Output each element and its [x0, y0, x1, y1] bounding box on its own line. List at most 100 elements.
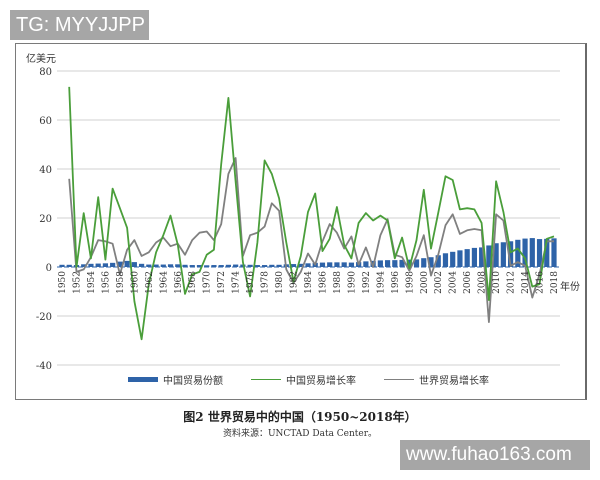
- legend-item-china-share: 中国贸易份额: [128, 372, 223, 387]
- share-bar: [124, 260, 130, 267]
- x-tick-label: 2004: [449, 271, 459, 294]
- x-tick-label: 1950: [58, 271, 68, 294]
- x-tick-label: 1956: [101, 271, 111, 294]
- share-bar: [486, 245, 492, 267]
- share-bar: [95, 263, 101, 267]
- share-bar: [225, 264, 232, 267]
- share-bar: [131, 262, 137, 267]
- share-bar: [341, 262, 347, 267]
- china-growth-line: [68, 86, 555, 341]
- share-bar: [254, 265, 260, 267]
- x-tick-label: 1988: [333, 271, 343, 294]
- x-tick-label: 1980: [275, 271, 285, 294]
- legend-item-world-growth: 世界贸易增长率: [384, 372, 489, 387]
- share-bar: [261, 265, 268, 267]
- share-bar: [435, 255, 441, 267]
- y-tick-label: 80: [39, 67, 52, 78]
- x-tick-label: 1954: [87, 271, 97, 294]
- x-tick-label: 2008: [478, 271, 488, 294]
- share-bar: [384, 260, 391, 267]
- share-bar: [102, 263, 109, 267]
- x-tick-label: 2002: [434, 271, 444, 294]
- share-bar: [515, 239, 521, 267]
- y-tick-label: 40: [39, 165, 52, 176]
- share-bar: [204, 265, 210, 267]
- share-bar: [59, 264, 65, 267]
- x-tick-label: 1984: [304, 271, 314, 294]
- legend-label: 中国贸易增长率: [286, 376, 356, 387]
- legend-label: 世界贸易增长率: [419, 376, 489, 387]
- x-tick-label: 1972: [217, 271, 227, 294]
- share-bar: [406, 259, 412, 267]
- x-tick-label: 1960: [130, 271, 140, 294]
- share-bar: [413, 259, 420, 267]
- share-bar: [110, 262, 116, 267]
- share-bar: [551, 238, 557, 267]
- share-bar: [522, 238, 528, 267]
- share-bar: [269, 264, 275, 267]
- x-tick-label: 2010: [492, 271, 502, 294]
- share-bar: [160, 264, 166, 267]
- watermark-top: TG: MYYJJPP: [10, 10, 149, 40]
- x-tick-label: 2014: [521, 271, 531, 294]
- legend-swatch-gray-line-icon: [384, 378, 414, 381]
- share-bar: [276, 264, 282, 267]
- share-bar: [529, 238, 535, 267]
- share-bar: [153, 264, 159, 267]
- share-bar: [507, 241, 514, 267]
- y-tick-label: 20: [39, 214, 52, 225]
- share-bar: [479, 247, 485, 267]
- chart-frame: [15, 43, 587, 400]
- x-axis-unit-label: 年份: [560, 280, 580, 293]
- x-tick-label: 1976: [246, 271, 256, 294]
- x-tick-label: 1982: [290, 271, 300, 294]
- share-bar: [290, 264, 297, 267]
- x-tick-label: 1968: [188, 271, 198, 294]
- share-bar: [117, 261, 123, 267]
- x-tick-label: 1958: [116, 271, 126, 294]
- x-tick-label: 1974: [232, 271, 242, 294]
- share-bar: [442, 253, 449, 267]
- share-bar: [500, 242, 506, 267]
- share-bar: [428, 257, 434, 267]
- share-bar: [536, 239, 543, 267]
- share-bar: [544, 238, 550, 267]
- share-bar: [298, 263, 304, 267]
- share-bar: [319, 262, 326, 267]
- share-bar: [218, 265, 224, 267]
- share-bar: [464, 249, 470, 267]
- share-bar: [233, 264, 239, 267]
- x-tick-label: 1986: [318, 271, 328, 294]
- legend-swatch-green-line-icon: [251, 378, 281, 381]
- x-tick-label: 2000: [420, 271, 430, 294]
- share-bar: [182, 264, 188, 267]
- x-tick-label: 2006: [463, 271, 473, 294]
- share-bar: [334, 262, 340, 267]
- x-tick-label: 1952: [72, 271, 82, 294]
- share-bar: [363, 261, 369, 267]
- share-bar: [138, 263, 145, 267]
- figure-source: 资料来源：UNCTAD Data Center。: [222, 429, 378, 439]
- x-tick-label: 1962: [145, 271, 155, 294]
- share-bar: [392, 260, 398, 267]
- share-bar: [66, 264, 72, 267]
- legend-label: 中国贸易份额: [163, 376, 223, 387]
- share-bar: [457, 250, 463, 267]
- legend-item-china-growth: 中国贸易增长率: [251, 372, 356, 387]
- x-tick-label: 1970: [203, 271, 213, 294]
- share-bar: [327, 262, 333, 267]
- y-tick-label: -40: [36, 361, 52, 372]
- legend-swatch-bar-icon: [128, 377, 158, 382]
- x-tick-label: 2018: [550, 271, 560, 294]
- x-tick-label: 1992: [362, 271, 372, 294]
- share-bar: [471, 247, 478, 267]
- y-tick-label: 60: [39, 116, 52, 127]
- share-bar: [377, 260, 383, 267]
- share-bar: [493, 243, 499, 267]
- chart-legend: 中国贸易份额 中国贸易增长率 世界贸易增长率: [128, 372, 489, 387]
- share-bar: [146, 264, 152, 267]
- share-bar: [189, 265, 195, 267]
- world-growth-line: [68, 157, 554, 323]
- x-tick-label: 1994: [376, 271, 386, 294]
